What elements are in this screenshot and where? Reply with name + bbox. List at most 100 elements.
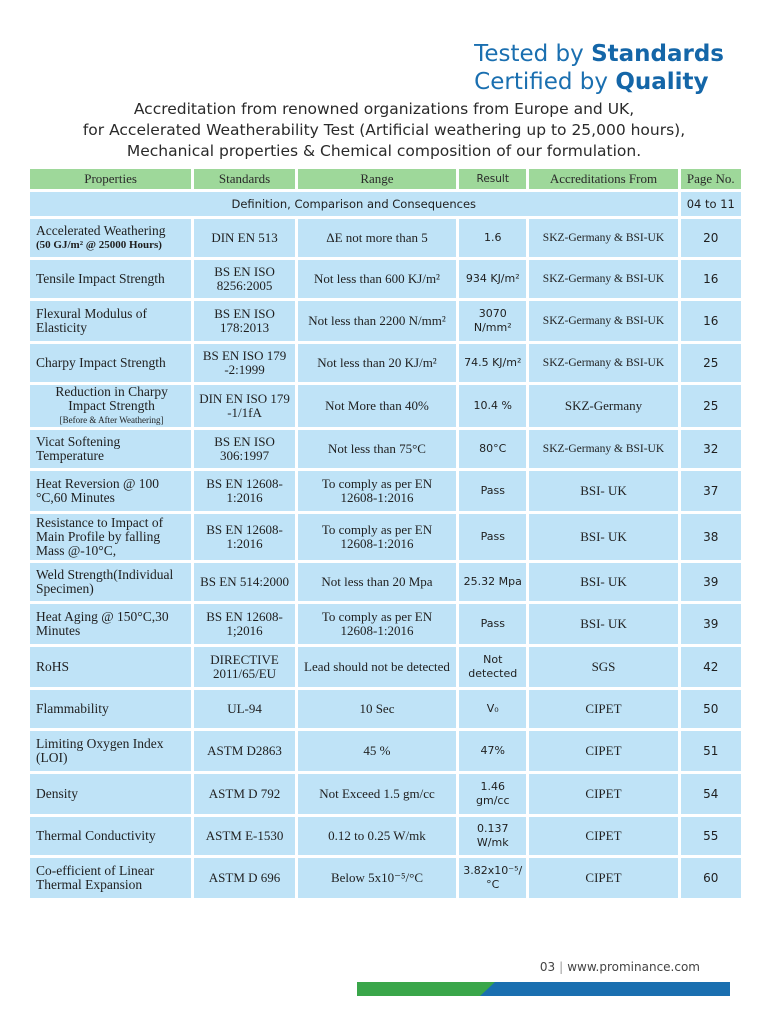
footer: 03 | www.prominance.com — [539, 960, 700, 974]
property-cell: Co-efficient of Linear Thermal Expansion — [30, 858, 192, 898]
accreditation-cell: CIPET — [529, 690, 678, 728]
property-name: Charpy Impact Strength — [36, 355, 166, 370]
page-cell: 60 — [680, 858, 741, 898]
page-cell: 51 — [680, 731, 741, 771]
page-cell: 50 — [680, 690, 741, 728]
accreditation-cell: SGS — [529, 647, 678, 687]
page-cell: 55 — [680, 817, 741, 855]
property-name: Limiting Oxygen Index (LOI) — [36, 736, 164, 765]
page-number: 03 — [539, 960, 556, 974]
property-cell: Heat Aging @ 150°C,30 Minutes — [30, 604, 192, 644]
property-note: (50 GJ/m² @ 25000 Hours) — [36, 239, 162, 251]
property-name: RoHS — [36, 659, 70, 674]
result-cell: Pass — [459, 604, 527, 644]
column-header-range: Range — [297, 169, 457, 189]
property-name: Heat Reversion @ 100 °C,60 Minutes — [36, 476, 160, 505]
intro-line: Accreditation from renowned organization… — [133, 100, 635, 118]
result-cell: Pass — [459, 514, 527, 560]
range-cell: To comply as per EN 12608-1:2016 — [297, 514, 457, 560]
accreditation-cell: SKZ-Germany & BSI-UK — [529, 344, 678, 382]
result-cell: 10.4 % — [459, 385, 527, 427]
property-cell: Resistance to Impact of Main Profile by … — [30, 514, 192, 560]
column-header-standards: Standards — [194, 169, 295, 189]
accreditation-cell: CIPET — [529, 774, 678, 814]
result-cell: 1.46 gm/cc — [459, 774, 527, 814]
standard-cell: BS EN ISO 306:1997 — [194, 430, 295, 468]
page-cell: 20 — [680, 219, 741, 257]
range-cell: Below 5x10⁻⁵/°C — [297, 858, 457, 898]
property-cell: Reduction in Charpy Impact Strength [Befo… — [30, 384, 192, 427]
property-note: [Before & After Weathering] — [59, 415, 164, 425]
accreditation-cell: BSI- UK — [529, 563, 678, 601]
result-cell: 1.6 — [459, 219, 527, 257]
table-row: Limiting Oxygen Index (LOI) ASTM D2863 45 … — [30, 731, 741, 771]
result-cell: 0.137 W/mk — [459, 817, 527, 855]
page-cell: 39 — [680, 604, 741, 644]
range-cell: To comply as per EN 12608-1:2016 — [297, 471, 457, 511]
table-row: Reduction in Charpy Impact Strength [Befo… — [30, 385, 741, 427]
property-name: Heat Aging @ 150°C,30 Minutes — [36, 609, 169, 638]
table-header-row: Properties Standards Range Result Accred… — [30, 169, 741, 189]
range-cell: 45 % — [297, 731, 457, 771]
result-cell: Not detected — [459, 647, 527, 687]
result-cell: 3.82x10⁻⁵/°C — [459, 858, 527, 898]
range-cell: Lead should not be detected — [297, 647, 457, 687]
standard-cell: ASTM D2863 — [194, 731, 295, 771]
range-cell: Not less than 2200 N/mm² — [297, 301, 457, 341]
range-cell: Not less than 20 KJ/m² — [297, 344, 457, 382]
result-cell: 934 KJ/m² — [459, 260, 527, 298]
column-header-page: Page No. — [680, 169, 741, 189]
page-heading: Tested by Standards Certified by Quality — [474, 40, 724, 96]
result-cell: V₀ — [459, 690, 527, 728]
standard-cell: BS EN ISO 8256:2005 — [194, 260, 295, 298]
page-cell: 16 — [680, 301, 741, 341]
property-name: Reduction in Charpy Impact Strength — [55, 384, 168, 413]
page-cell: 42 — [680, 647, 741, 687]
standard-cell: ASTM D 792 — [194, 774, 295, 814]
result-cell: 80°C — [459, 430, 527, 468]
property-cell: Flexural Modulus of Elasticity — [30, 301, 192, 341]
accreditation-cell: SKZ-Germany & BSI-UK — [529, 301, 678, 341]
intro-line: Mechanical properties & Chemical composi… — [126, 142, 642, 160]
table-row: Heat Reversion @ 100 °C,60 Minutes BS EN … — [30, 471, 741, 511]
accreditation-cell: SKZ-Germany & BSI-UK — [529, 219, 678, 257]
website-url: www.prominance.com — [567, 960, 700, 974]
page-cell: 16 — [680, 260, 741, 298]
footer-blue-bar — [480, 982, 730, 996]
accreditation-cell: CIPET — [529, 858, 678, 898]
table-row: Heat Aging @ 150°C,30 Minutes BS EN 12608… — [30, 604, 741, 644]
definition-label: Definition, Comparison and Consequences — [30, 192, 678, 216]
table-row: RoHS DIRECTIVE 2011/65/EU Lead should not … — [30, 647, 741, 687]
heading-line-1: Tested by Standards — [474, 41, 724, 67]
property-cell: RoHS — [30, 647, 192, 687]
property-cell: Limiting Oxygen Index (LOI) — [30, 731, 192, 771]
table-row: Weld Strength(Individual Specimen) BS EN … — [30, 563, 741, 601]
property-name: Density — [36, 786, 78, 801]
column-header-properties: Properties — [30, 169, 192, 189]
property-cell: Thermal Conductivity — [30, 817, 192, 855]
standard-cell: DIN EN ISO 179 -1/1fA — [194, 385, 295, 427]
range-cell: Not less than 20 Mpa — [297, 563, 457, 601]
standard-cell: BS EN 12608-1:2016 — [194, 471, 295, 511]
property-cell: Charpy Impact Strength — [30, 344, 192, 382]
property-name: Co-efficient of Linear Thermal Expansion — [36, 863, 155, 892]
table-row: Co-efficient of Linear Thermal Expansion… — [30, 858, 741, 898]
table-row: Thermal Conductivity ASTM E-1530 0.12 to 0… — [30, 817, 741, 855]
range-cell: Not less than 75°C — [297, 430, 457, 468]
result-cell: 74.5 KJ/m² — [459, 344, 527, 382]
property-name: Flexural Modulus of Elasticity — [36, 306, 147, 335]
property-name: Tensile Impact Strength — [36, 271, 165, 286]
standard-cell: DIRECTIVE 2011/65/EU — [194, 647, 295, 687]
result-cell: 3070 N/mm² — [459, 301, 527, 341]
property-name: Resistance to Impact of Main Profile by … — [36, 515, 164, 558]
range-cell: 0.12 to 0.25 W/mk — [297, 817, 457, 855]
property-cell: Flammability — [30, 690, 192, 728]
column-header-accreditations: Accreditations From — [529, 169, 678, 189]
result-cell: 47% — [459, 731, 527, 771]
footer-green-bar — [357, 982, 497, 996]
column-header-result: Result — [459, 169, 527, 189]
table-row: Resistance to Impact of Main Profile by … — [30, 514, 741, 560]
range-cell: ΔE not more than 5 — [297, 219, 457, 257]
page-cell: 54 — [680, 774, 741, 814]
page-cell: 39 — [680, 563, 741, 601]
